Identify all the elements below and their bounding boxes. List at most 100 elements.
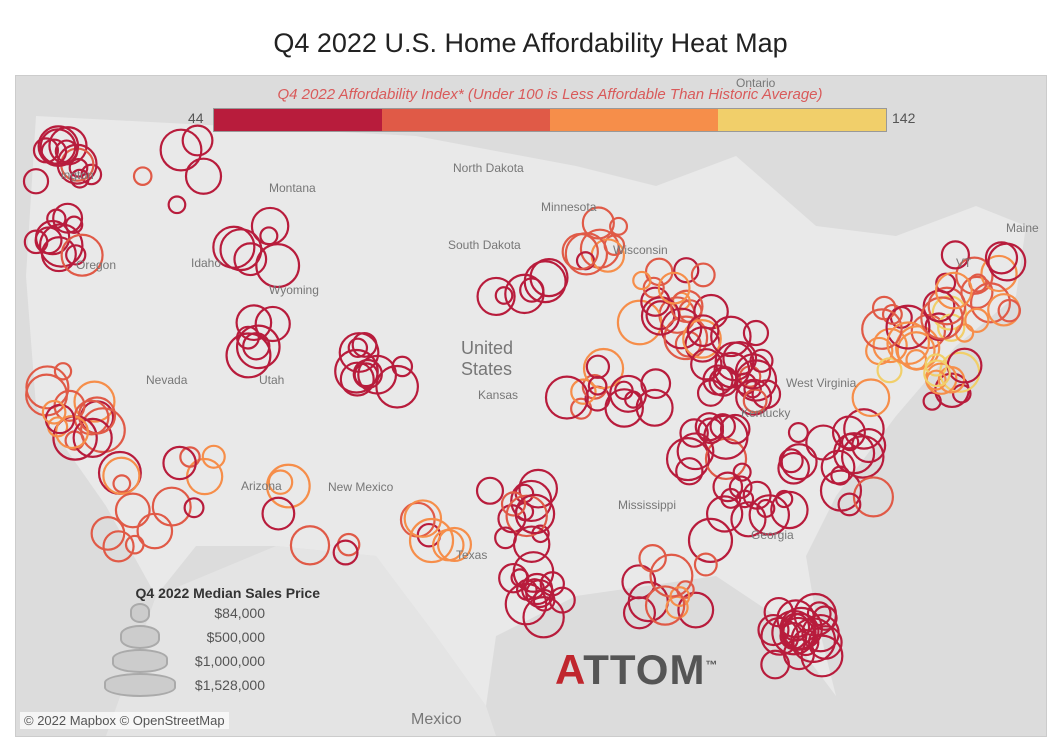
affordability-marker[interactable] xyxy=(771,609,817,656)
affordability-marker[interactable] xyxy=(494,286,514,305)
affordability-marker[interactable] xyxy=(265,463,311,509)
affordability-marker[interactable] xyxy=(987,242,1027,282)
affordability-marker[interactable] xyxy=(132,166,153,186)
affordability-marker[interactable] xyxy=(159,128,203,172)
affordability-marker[interactable] xyxy=(25,365,70,410)
affordability-marker[interactable] xyxy=(183,497,205,519)
affordability-marker[interactable] xyxy=(777,451,810,485)
affordability-marker[interactable] xyxy=(669,586,691,607)
affordability-marker[interactable] xyxy=(582,347,625,390)
affordability-marker[interactable] xyxy=(102,530,135,563)
affordability-marker[interactable] xyxy=(510,479,553,523)
affordability-marker[interactable] xyxy=(332,539,359,566)
affordability-marker[interactable] xyxy=(881,303,903,325)
affordability-marker[interactable] xyxy=(391,355,414,378)
affordability-marker[interactable] xyxy=(931,295,968,331)
affordability-marker[interactable] xyxy=(494,526,517,550)
affordability-marker[interactable] xyxy=(663,315,709,361)
affordability-marker[interactable] xyxy=(41,399,67,425)
affordability-marker[interactable] xyxy=(807,625,843,660)
affordability-marker[interactable] xyxy=(886,321,931,366)
affordability-marker[interactable] xyxy=(635,388,674,427)
affordability-marker[interactable] xyxy=(833,432,876,475)
affordability-marker[interactable] xyxy=(73,380,116,423)
affordability-marker[interactable] xyxy=(742,319,770,347)
affordability-marker[interactable] xyxy=(201,444,226,469)
affordability-marker[interactable] xyxy=(780,443,818,481)
affordability-marker[interactable] xyxy=(289,525,331,566)
affordability-marker[interactable] xyxy=(167,195,187,215)
affordability-marker[interactable] xyxy=(837,492,862,517)
affordability-marker[interactable] xyxy=(690,262,716,288)
affordability-marker[interactable] xyxy=(68,158,89,178)
affordability-marker[interactable] xyxy=(805,424,842,461)
affordability-marker[interactable] xyxy=(940,240,970,270)
affordability-marker[interactable] xyxy=(338,332,380,373)
affordability-marker[interactable] xyxy=(476,276,516,317)
affordability-marker[interactable] xyxy=(250,206,290,246)
affordability-marker[interactable] xyxy=(997,298,1022,323)
affordability-marker[interactable] xyxy=(235,324,281,370)
affordability-marker[interactable] xyxy=(518,468,559,509)
affordability-marker[interactable] xyxy=(676,432,715,471)
affordability-marker[interactable] xyxy=(851,428,887,464)
affordability-marker[interactable] xyxy=(522,595,565,639)
affordability-marker[interactable] xyxy=(475,476,505,505)
affordability-marker[interactable] xyxy=(735,378,773,416)
affordability-marker[interactable] xyxy=(500,491,527,517)
affordability-marker[interactable] xyxy=(403,499,443,538)
affordability-marker[interactable] xyxy=(861,308,903,350)
affordability-marker[interactable] xyxy=(693,552,718,577)
affordability-marker[interactable] xyxy=(640,296,681,336)
affordability-marker[interactable] xyxy=(22,168,50,195)
affordability-marker[interactable] xyxy=(638,544,667,573)
affordability-marker[interactable] xyxy=(579,228,620,269)
affordability-marker[interactable] xyxy=(710,315,752,358)
affordability-marker[interactable] xyxy=(261,496,296,531)
affordability-marker[interactable] xyxy=(742,480,772,510)
affordability-marker[interactable] xyxy=(347,337,369,359)
affordability-marker[interactable] xyxy=(53,362,73,381)
affordability-marker[interactable] xyxy=(673,257,700,284)
affordability-marker[interactable] xyxy=(969,282,1012,324)
affordability-marker[interactable] xyxy=(920,296,964,340)
affordability-marker[interactable] xyxy=(843,408,885,450)
affordability-marker[interactable] xyxy=(184,157,223,195)
affordability-marker[interactable] xyxy=(34,226,63,255)
affordability-marker[interactable] xyxy=(980,254,1018,293)
affordability-marker[interactable] xyxy=(640,368,672,400)
affordability-marker[interactable] xyxy=(436,526,473,563)
affordability-marker[interactable] xyxy=(682,319,722,359)
affordability-marker[interactable] xyxy=(800,634,844,678)
affordability-marker[interactable] xyxy=(632,270,652,291)
affordability-marker[interactable] xyxy=(112,474,132,494)
affordability-marker[interactable] xyxy=(544,375,589,420)
affordability-marker[interactable] xyxy=(675,457,704,486)
affordability-marker[interactable] xyxy=(23,229,49,255)
affordability-marker[interactable] xyxy=(712,471,744,503)
affordability-marker[interactable] xyxy=(179,446,201,468)
affordability-marker[interactable] xyxy=(233,242,268,277)
affordability-marker[interactable] xyxy=(984,241,1019,275)
affordability-marker[interactable] xyxy=(872,327,908,364)
affordability-marker[interactable] xyxy=(775,489,794,509)
affordability-marker[interactable] xyxy=(779,606,823,651)
map-credit[interactable]: © 2022 Mapbox © OpenStreetMap xyxy=(20,712,229,729)
affordability-marker[interactable] xyxy=(69,168,90,189)
affordability-marker[interactable] xyxy=(102,456,141,495)
affordability-marker[interactable] xyxy=(72,417,113,458)
affordability-marker[interactable] xyxy=(39,128,77,166)
affordability-marker[interactable] xyxy=(236,325,260,350)
affordability-marker[interactable] xyxy=(714,341,755,382)
affordability-marker[interactable] xyxy=(831,415,866,450)
affordability-marker[interactable] xyxy=(80,163,103,186)
affordability-marker[interactable] xyxy=(570,378,597,405)
affordability-marker[interactable] xyxy=(806,601,832,627)
affordability-marker[interactable] xyxy=(616,299,663,346)
affordability-marker[interactable] xyxy=(375,364,419,409)
affordability-marker[interactable] xyxy=(181,124,214,157)
affordability-marker[interactable] xyxy=(225,332,272,379)
affordability-marker[interactable] xyxy=(677,591,715,629)
affordability-marker[interactable] xyxy=(742,388,768,414)
affordability-marker[interactable] xyxy=(871,295,897,321)
